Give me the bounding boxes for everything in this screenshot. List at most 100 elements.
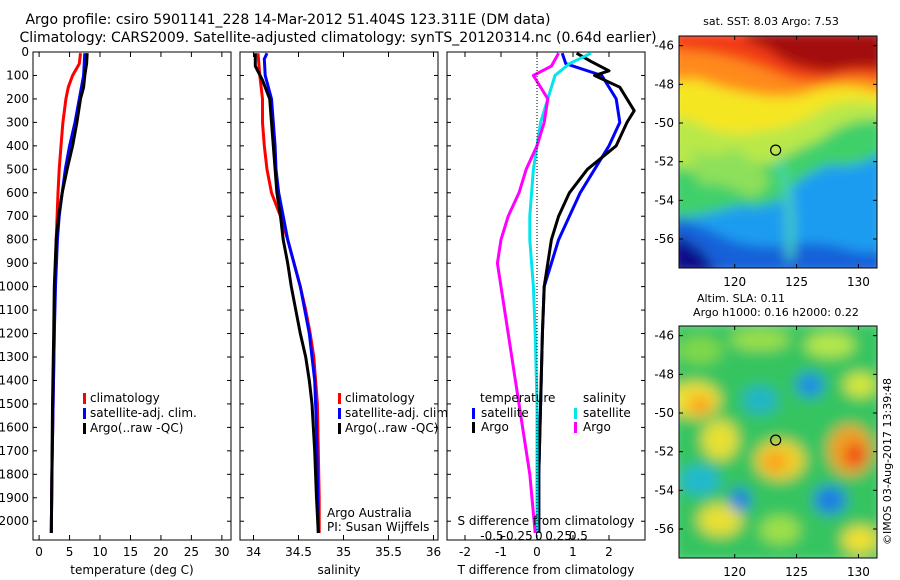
map-y-tick-label: -56 bbox=[654, 232, 674, 246]
x-tick-label: 35.5 bbox=[375, 545, 402, 559]
y-tick-label: 0 bbox=[21, 45, 29, 59]
map-y-tick-label: -48 bbox=[654, 77, 674, 91]
y-tick-label: 1800 bbox=[0, 467, 29, 481]
legend-label: Argo(..raw -QC) bbox=[90, 421, 183, 435]
y-tick-label: 200 bbox=[6, 92, 29, 106]
legend-swatch-satellite bbox=[83, 408, 86, 419]
legend-label: satellite bbox=[481, 406, 529, 420]
map-y-tick-label: -50 bbox=[654, 406, 674, 420]
legend-title-temperature: temperature bbox=[480, 391, 555, 405]
x-tick-label: 30 bbox=[214, 545, 229, 559]
map-y-tick-label: -52 bbox=[654, 445, 674, 459]
sla-map-subtitle: Argo h1000: 0.16 h2000: 0.22 bbox=[693, 306, 859, 319]
x-tick-label: 0 bbox=[533, 545, 541, 559]
credit-text: ©IMOS 03-Aug-2017 13:39:48 bbox=[881, 378, 894, 545]
institution-annotation: PI: Susan Wijffels bbox=[327, 520, 429, 534]
legend-label: satellite-adj. clim. bbox=[90, 406, 197, 420]
salinity-panel: 34 34.5 35 35.5 36 salinity climatologysatelli… bbox=[239, 51, 452, 577]
x-tick-label: 35 bbox=[336, 545, 351, 559]
map-y-tick-label: -46 bbox=[654, 39, 674, 53]
sst-heatmap bbox=[679, 36, 877, 268]
sla-map-axes: 120 125 130 -46 -48 -50 -52 -54 -56 bbox=[654, 325, 878, 579]
legend-label: climatology bbox=[345, 391, 415, 405]
y-tick-label: 100 bbox=[6, 68, 29, 82]
map-y-tick-label: -54 bbox=[654, 193, 674, 207]
map-x-tick-label: 130 bbox=[847, 275, 870, 289]
sst-map-title: sat. SST: 8.03 Argo: 7.53 bbox=[703, 15, 839, 28]
header-line-2: Climatology: CARS2009. Satellite-adjuste… bbox=[19, 30, 656, 46]
map-x-tick-label: 130 bbox=[847, 565, 870, 579]
differences-series-sal_argo bbox=[495, 52, 560, 534]
y-tick-label: 1600 bbox=[0, 420, 29, 434]
sst_map-frame bbox=[678, 35, 878, 269]
y-tick-label: 1900 bbox=[0, 491, 29, 505]
map-x-tick-label: 120 bbox=[723, 565, 746, 579]
legend-label: satellite bbox=[583, 406, 631, 420]
legend-swatch-argo bbox=[83, 423, 86, 434]
s-diff-axis-label: S difference from climatology bbox=[458, 514, 635, 528]
x-tick-label: 1 bbox=[569, 545, 577, 559]
salinity-x-label: salinity bbox=[317, 563, 360, 577]
map-y-tick-label: -54 bbox=[654, 483, 674, 497]
legend-title-salinity: salinity bbox=[583, 391, 626, 405]
temperature-panel: 0 5 10 15 20 25 300100200300400500600700800900… bbox=[0, 45, 232, 577]
differences-series-sal_satellite bbox=[528, 51, 592, 533]
map-x-tick-label: 125 bbox=[785, 565, 808, 579]
s-diff-tick-label: 0.25 bbox=[545, 529, 572, 543]
differences-axes-frame bbox=[446, 51, 646, 541]
x-tick-label: 0 bbox=[35, 545, 43, 559]
temperature-axes-frame bbox=[32, 51, 232, 541]
legend-swatch-climatology bbox=[338, 393, 341, 404]
y-tick-label: 1400 bbox=[0, 373, 29, 387]
x-tick-label: 36 bbox=[426, 545, 441, 559]
legend-label: Argo bbox=[583, 420, 611, 434]
differences-series-argo bbox=[537, 51, 636, 533]
sla-heatmap bbox=[679, 326, 877, 558]
s-diff-tick-label: -0.5 bbox=[480, 529, 503, 543]
y-tick-label: 1000 bbox=[0, 280, 29, 294]
x-tick-label: 10 bbox=[92, 545, 107, 559]
y-tick-label: 2000 bbox=[0, 514, 29, 528]
argo-location-marker bbox=[770, 434, 782, 446]
legend-swatch-sal_satellite bbox=[574, 408, 577, 419]
temperature-series-argo bbox=[49, 53, 89, 534]
y-tick-label: 800 bbox=[6, 233, 29, 247]
differences-x-label: T difference from climatology bbox=[457, 563, 635, 577]
y-tick-label: 400 bbox=[6, 139, 29, 153]
map-x-tick-label: 125 bbox=[785, 275, 808, 289]
s-diff-tick-label: 0.5 bbox=[569, 529, 588, 543]
legend-swatch-satellite bbox=[472, 408, 475, 419]
institution-annotation: Argo Australia bbox=[327, 506, 412, 520]
x-tick-label: -2 bbox=[459, 545, 471, 559]
y-tick-label: 1100 bbox=[0, 303, 29, 317]
salinity-series-satellite bbox=[262, 52, 320, 534]
map-x-tick-label: 120 bbox=[723, 275, 746, 289]
legend-label: satellite-adj. clim. bbox=[345, 406, 452, 420]
legend-swatch-argo bbox=[338, 423, 341, 434]
y-tick-label: 500 bbox=[6, 162, 29, 176]
map-y-tick-label: -46 bbox=[654, 329, 674, 343]
legend-label: Argo(..raw -QC) bbox=[345, 421, 438, 435]
sla-map-title: Altim. SLA: 0.11 bbox=[697, 292, 785, 305]
y-tick-label: 700 bbox=[6, 209, 29, 223]
x-tick-label: 15 bbox=[123, 545, 138, 559]
x-tick-label: 20 bbox=[153, 545, 168, 559]
y-tick-label: 1500 bbox=[0, 397, 29, 411]
map-y-tick-label: -52 bbox=[654, 155, 674, 169]
y-tick-label: 1300 bbox=[0, 350, 29, 364]
y-tick-label: 600 bbox=[6, 186, 29, 200]
s-diff-tick-label: 0 bbox=[535, 529, 543, 543]
x-tick-label: 2 bbox=[605, 545, 613, 559]
legend-swatch-satellite bbox=[338, 408, 341, 419]
x-tick-label: -1 bbox=[495, 545, 507, 559]
temperature-x-label: temperature (deg C) bbox=[70, 563, 193, 577]
y-tick-label: 900 bbox=[6, 256, 29, 270]
map-y-tick-label: -56 bbox=[654, 522, 674, 536]
sst-map-axes: 120 125 130 -46 -48 -50 -52 -54 -56 bbox=[654, 35, 878, 289]
x-tick-label: 34 bbox=[246, 545, 261, 559]
header-line-1: Argo profile: csiro 5901141_228 14-Mar-2… bbox=[25, 12, 550, 28]
legend-swatch-argo bbox=[472, 422, 475, 433]
x-tick-label: 5 bbox=[66, 545, 74, 559]
y-tick-label: 300 bbox=[6, 115, 29, 129]
